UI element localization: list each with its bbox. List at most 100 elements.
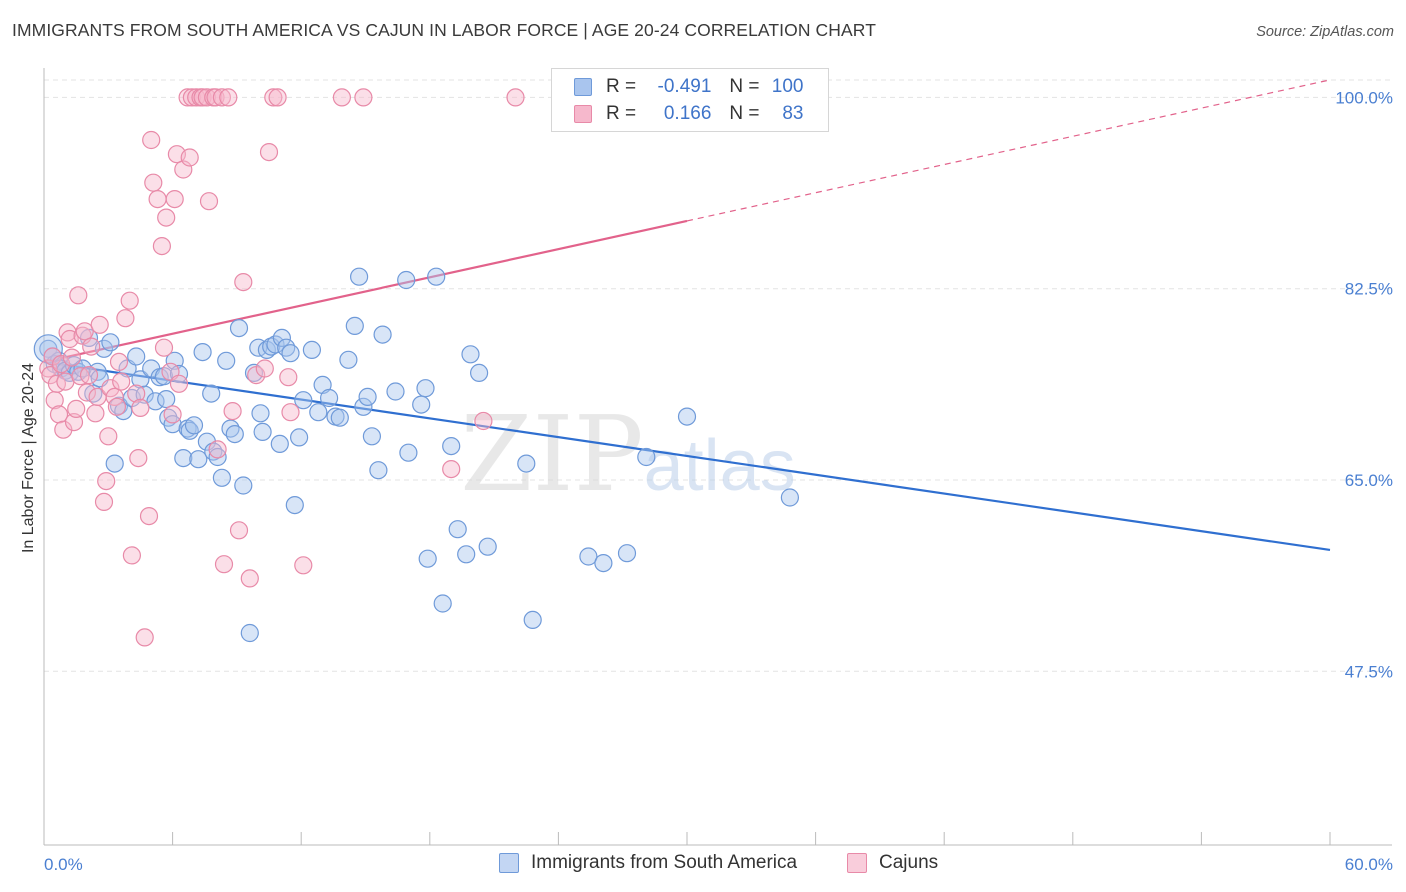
immigrants-point [225,425,244,444]
cajuns-point [109,352,129,371]
cajuns-point [154,338,174,357]
immigrants-point [272,328,291,347]
legend-swatch-blue [499,853,519,873]
watermark: ZIPatlas [460,393,795,515]
series-legend: Immigrants from South America Cajuns [0,852,1406,878]
series-immigrants-points [33,267,800,643]
cajuns-point [157,208,176,227]
immigrants-point [362,427,381,446]
cajuns-point [107,397,127,416]
legend-n-value: 100 [771,76,804,97]
cajuns-point [51,355,71,374]
immigrants-point [397,270,416,290]
legend-item-immigrants[interactable]: Immigrants from South America [499,852,797,874]
y-tick-label: 82.5% [1345,280,1393,299]
immigrants-point [157,390,176,409]
cajuns-point [281,403,300,422]
immigrants-point [412,395,431,414]
immigrants-point [189,450,208,469]
legend-n-label: N = [729,103,760,124]
legend-swatch-blue [574,78,592,96]
immigrants-point [202,384,221,403]
cajuns-point [264,88,283,107]
immigrants-point [345,316,364,335]
immigrants-point [244,363,264,382]
cajuns-point [208,440,227,459]
cajuns-point [148,190,167,209]
cajuns-point [135,628,154,647]
cajuns-point [144,173,163,192]
immigrants-point [369,461,388,480]
immigrants-point [339,350,358,369]
y-tick-label: 65.0% [1345,471,1393,490]
cajuns-point [79,366,99,385]
cajuns-point [97,472,116,491]
immigrants-point [350,267,369,286]
immigrants-point [358,387,377,406]
cajuns-point [75,322,94,341]
legend-item-cajuns[interactable]: Cajuns [847,852,938,874]
legend-swatch-pink [574,105,592,123]
immigrants-point [594,553,613,573]
cajuns-point [206,88,225,107]
immigrants-point [433,594,452,613]
cajuns-point [99,427,118,446]
cajuns-point [234,273,253,292]
cajuns-point [139,506,159,526]
cajuns-point [229,521,249,540]
immigrants-point [105,454,124,473]
cajuns-point [259,143,279,162]
cajuns-point [169,374,189,393]
immigrants-point [251,404,270,423]
y-tick-label: 100.0% [1335,88,1393,107]
immigrants-point [302,340,321,359]
immigrants-point [416,379,435,398]
cajuns-point [116,309,135,328]
cajuns-point [152,237,171,256]
trend-line-cajuns [43,219,688,364]
cajuns-point [64,413,84,432]
cajuns-point [354,88,373,107]
cajuns-point [332,88,351,107]
immigrants-point [270,434,289,453]
immigrants-point [637,447,656,467]
immigrants-point [617,544,637,563]
correlation-legend: R = -0.491 N = 100 R = 0.166 N = 83 [551,68,829,132]
cajuns-point [474,411,493,431]
immigrants-point [253,422,272,441]
cajuns-point [442,460,461,479]
immigrants-point [478,537,497,556]
immigrants-point [677,407,697,426]
chart-title: IMMIGRANTS FROM SOUTH AMERICA VS CAJUN I… [12,20,876,40]
x-tick-label: 0.0% [44,855,83,874]
immigrants-point [285,496,304,515]
chart-source: Source: ZipAtlas.com [1256,24,1394,40]
cajuns-point [142,130,161,150]
legend-row-immigrants: R = -0.491 N = 100 [574,75,804,99]
immigrants-point [146,392,165,411]
cajuns-point [129,449,148,468]
cajuns-point [62,348,82,367]
legend-n-value: 83 [782,103,804,124]
immigrants-point [386,382,405,401]
legend-r-value: 0.166 [663,103,712,124]
immigrants-point [266,335,285,354]
cajuns-point [54,420,73,439]
cajuns-point [193,88,212,107]
immigrants-point [193,343,212,362]
immigrants-point [523,610,542,630]
cajuns-point [180,148,199,167]
legend-r-label: R = [606,103,637,124]
cajuns-point [120,291,139,310]
immigrants-point [174,449,193,468]
immigrants-point [457,545,476,564]
cajuns-point [268,88,287,107]
immigrants-point [330,408,349,427]
cajuns-point [69,286,88,305]
cajuns-point [294,556,313,575]
legend-n-label: N = [729,76,760,97]
immigrants-point [281,344,300,363]
immigrants-point [309,403,328,422]
immigrants-point [163,415,182,434]
